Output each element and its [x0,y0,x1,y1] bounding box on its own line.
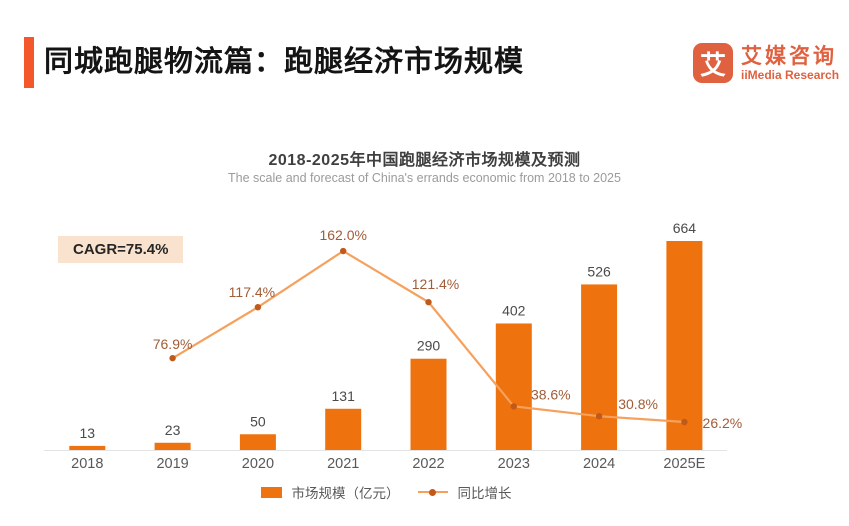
bar-value-label: 664 [673,220,697,236]
growth-point [681,418,688,426]
x-axis-label: 2025E [663,456,705,472]
bar-value-label: 131 [332,388,356,404]
x-axis-label: 2022 [412,456,444,472]
bar-2020 [239,434,276,450]
bar-2025E [666,241,703,450]
x-axis-label: 2023 [498,456,530,472]
growth-value-label: 117.4% [229,284,275,300]
bar-value-label: 50 [250,413,266,429]
bar-2019 [154,442,191,450]
growth-point [425,298,432,306]
growth-value-label: 26.2% [703,415,743,431]
chart-subtitle: The scale and forecast of China's errand… [228,171,621,185]
growth-value-label: 30.8% [618,396,658,412]
legend-line-label: 同比增长 [457,486,512,501]
x-axis-label: 2018 [71,456,103,472]
cagr-badge: CAGR=75.4% [58,236,184,263]
growth-value-label: 162.0% [319,227,366,243]
growth-point [510,403,517,410]
bar-value-label: 290 [417,338,441,354]
iimedia-logo-text: 艾媒咨询 iiMedia Research [741,45,839,82]
bar-value-label: 526 [587,263,611,279]
bar-2021 [325,408,362,450]
bar-value-label: 13 [80,425,96,441]
bar-2022 [410,358,447,450]
chart-title: 2018-2025年中国跑腿经济市场规模及预测 [268,152,581,169]
x-axis-label: 2019 [156,456,188,472]
logo-name-en: iiMedia Research [741,67,840,82]
legend-bar-swatch-icon [260,486,282,498]
x-axis-label: 2021 [327,456,359,472]
growth-point [169,354,176,362]
growth-point [254,303,262,311]
x-axis-label: 2024 [583,456,615,472]
growth-point [595,413,603,420]
title-accent-bar [24,37,34,88]
x-axis-label: 2020 [242,456,274,472]
growth-point [340,247,347,255]
iimedia-logo: 艾 艾媒咨询 iiMedia Research [693,43,839,83]
growth-value-label: 38.6% [531,386,571,402]
logo-name-cn: 艾媒咨询 [741,44,837,68]
iimedia-logo-icon: 艾 [693,43,733,83]
bar-value-label: 402 [502,302,526,318]
page-title: 同城跑腿物流篇：跑腿经济市场规模 [44,46,525,78]
growth-value-label: 76.9% [153,336,193,352]
bar-value-label: 23 [165,422,181,438]
bar-2024 [581,284,618,450]
bar-2023 [495,323,532,450]
bar-2018 [69,445,106,450]
legend-line-marker-icon [417,487,448,498]
growth-value-label: 121.4% [412,276,459,292]
chart-legend: 市场规模（亿元） 同比增长 [44,482,728,502]
legend-bar-label: 市场规模（亿元） [291,486,400,501]
